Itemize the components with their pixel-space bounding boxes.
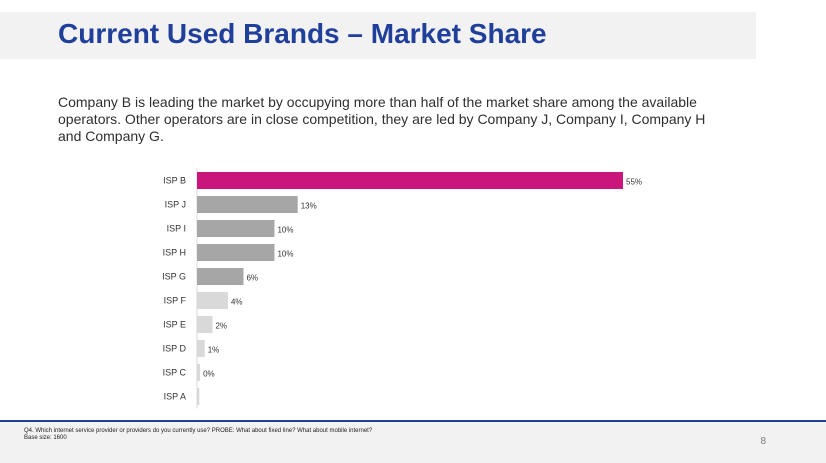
page-number: 8 (760, 436, 766, 447)
footer-divider (0, 420, 826, 422)
category-label-isp-c: ISP C (163, 368, 187, 378)
title-band (0, 12, 756, 59)
category-label-isp-e: ISP E (163, 320, 186, 330)
market-share-chart: ISP B 55% ISP J 13% ISP I 10% ISP H 10% ISP G 6% I… (162, 168, 642, 409)
category-label-isp-d: ISP D (163, 344, 187, 354)
bar-isp-b (197, 172, 623, 189)
value-label-isp-g: 6% (246, 274, 258, 283)
summary-text: Company B is leading the market by occup… (58, 94, 706, 144)
category-label-isp-h: ISP H (163, 248, 186, 258)
value-label-isp-d: 1% (208, 346, 220, 355)
bar-isp-h (197, 244, 275, 261)
footnote: Q4. Which internet service provider or p… (24, 428, 372, 442)
bar-isp-a (197, 388, 200, 405)
value-label-isp-j: 13% (301, 202, 317, 211)
value-label-isp-f: 4% (231, 298, 243, 307)
value-label-isp-c: 0% (203, 370, 215, 379)
bar-isp-g (197, 268, 244, 285)
value-label-isp-b: 55% (626, 178, 642, 187)
category-label-isp-f: ISP F (164, 296, 187, 306)
bar-isp-i (197, 220, 275, 237)
category-label-isp-i: ISP I (167, 224, 186, 234)
footer-band (0, 422, 826, 463)
value-label-isp-i: 10% (277, 226, 293, 235)
value-label-isp-h: 10% (277, 250, 293, 259)
category-label-isp-g: ISP G (162, 272, 186, 282)
bar-isp-c (197, 364, 201, 381)
category-label-isp-b: ISP B (163, 176, 186, 186)
footnote-question: Q4. Which internet service provider or p… (24, 428, 373, 434)
category-label-isp-j: ISP J (165, 200, 186, 210)
bar-isp-d (197, 340, 205, 357)
value-label-isp-e: 2% (215, 322, 227, 331)
slide-title: Current Used Brands – Market Share (58, 18, 547, 49)
bar-isp-e (197, 316, 213, 333)
category-label-isp-a: ISP A (164, 392, 186, 402)
bar-isp-f (197, 292, 228, 309)
footnote-base-size: Base size: 1600 (24, 435, 67, 441)
bar-isp-j (197, 196, 298, 213)
